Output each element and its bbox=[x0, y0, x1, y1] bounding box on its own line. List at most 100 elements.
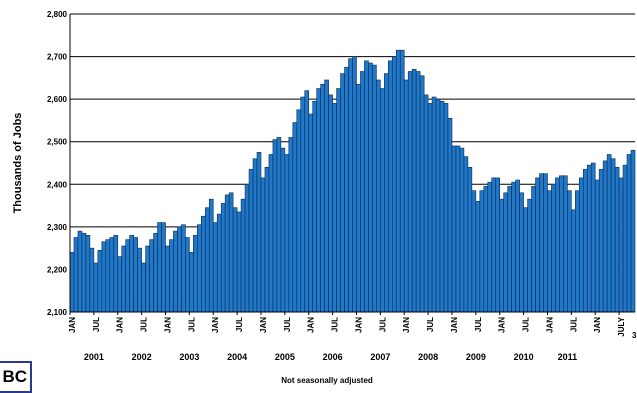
bar bbox=[117, 256, 123, 313]
bar bbox=[443, 103, 449, 313]
bar bbox=[109, 237, 115, 313]
year-labels: 2001 2002 2003 2004 2005 2006 2007 2008 2009 2010… bbox=[84, 352, 577, 362]
bar bbox=[527, 198, 532, 313]
bar bbox=[344, 66, 349, 313]
bar bbox=[399, 49, 405, 313]
bar bbox=[101, 241, 107, 313]
bar bbox=[503, 192, 508, 313]
bar bbox=[121, 245, 127, 313]
y-tick-label: 2,600 bbox=[47, 95, 68, 104]
x-tick-label: JAN bbox=[163, 317, 172, 333]
bar bbox=[559, 175, 564, 313]
bar bbox=[515, 179, 520, 313]
bar bbox=[431, 96, 437, 313]
bar bbox=[415, 71, 421, 313]
y-tick-label: 2,500 bbox=[47, 138, 68, 147]
bar bbox=[491, 177, 497, 313]
bar bbox=[149, 239, 154, 313]
x-tick-label: JUL bbox=[474, 317, 483, 332]
bar bbox=[610, 158, 616, 313]
bar bbox=[391, 56, 397, 313]
bar bbox=[328, 94, 333, 313]
bar bbox=[340, 73, 345, 313]
bar bbox=[594, 179, 600, 313]
bar bbox=[272, 139, 278, 313]
year-label: 2002 bbox=[132, 352, 152, 362]
bar bbox=[352, 56, 357, 313]
bar bbox=[264, 166, 270, 313]
bar bbox=[137, 247, 142, 313]
bar bbox=[276, 137, 282, 313]
year-label: 2009 bbox=[466, 352, 486, 362]
bar bbox=[157, 222, 162, 313]
bar bbox=[201, 215, 206, 313]
bar bbox=[372, 64, 377, 313]
bar bbox=[93, 262, 99, 313]
bar bbox=[300, 96, 306, 313]
x-tick-label: JAN bbox=[593, 317, 602, 333]
bar bbox=[336, 88, 341, 313]
bar bbox=[141, 262, 146, 313]
bar bbox=[618, 177, 624, 313]
bar bbox=[547, 190, 552, 313]
bar bbox=[81, 232, 87, 313]
x-tick-label: JUL bbox=[235, 317, 244, 332]
bar bbox=[427, 103, 433, 313]
bar bbox=[471, 190, 477, 313]
bar bbox=[113, 235, 119, 313]
year-label: 2008 bbox=[418, 352, 438, 362]
bar bbox=[348, 58, 353, 313]
bar bbox=[288, 137, 294, 313]
x-tick-labels: JAN JUL JAN JUL JAN JUL JAN JUL JAN JUL JAN JUL JAN J… bbox=[68, 316, 626, 336]
bar bbox=[539, 173, 544, 313]
bar bbox=[555, 177, 560, 313]
bar bbox=[204, 207, 210, 313]
bar bbox=[212, 222, 218, 313]
bar bbox=[308, 113, 314, 313]
bar bbox=[133, 237, 138, 313]
x-tick-label: JAN bbox=[116, 317, 125, 333]
bar bbox=[614, 166, 620, 313]
bar bbox=[451, 145, 457, 313]
bars bbox=[69, 49, 636, 313]
bar bbox=[598, 169, 604, 313]
x-tick-label: JUL bbox=[331, 317, 340, 332]
year-label: 2003 bbox=[179, 352, 199, 362]
bar bbox=[189, 252, 194, 313]
bar bbox=[216, 213, 222, 313]
bar bbox=[531, 186, 536, 313]
bar bbox=[630, 149, 636, 313]
bar bbox=[181, 224, 186, 313]
bar bbox=[256, 152, 262, 313]
x-tick-label: JAN bbox=[498, 317, 507, 333]
bar bbox=[571, 209, 576, 313]
year-label: 2006 bbox=[323, 352, 343, 362]
x-tick-label: JULY bbox=[617, 316, 626, 336]
bar bbox=[332, 103, 337, 313]
bar bbox=[220, 203, 226, 313]
bar bbox=[507, 186, 512, 313]
bar bbox=[177, 226, 182, 313]
bar bbox=[622, 164, 628, 313]
bar bbox=[304, 90, 310, 313]
year-label: 2005 bbox=[275, 352, 295, 362]
bar bbox=[423, 94, 429, 313]
bar bbox=[376, 79, 381, 313]
bar bbox=[455, 145, 461, 313]
bar bbox=[252, 158, 258, 313]
x-tick-label: JAN bbox=[545, 317, 554, 333]
bar bbox=[447, 118, 453, 313]
bar bbox=[435, 98, 441, 313]
x-tick-label: JUL bbox=[92, 317, 101, 332]
y-axis-label: Thousands of Jobs bbox=[12, 113, 24, 214]
year-label: 2011 bbox=[558, 352, 578, 362]
page-number: 3 bbox=[632, 331, 637, 340]
bar bbox=[89, 247, 95, 313]
bar bbox=[208, 198, 214, 313]
bar bbox=[439, 100, 445, 313]
bar bbox=[403, 79, 409, 313]
x-tick-label: JUL bbox=[522, 317, 531, 332]
bar bbox=[105, 239, 111, 313]
bar bbox=[360, 71, 365, 313]
